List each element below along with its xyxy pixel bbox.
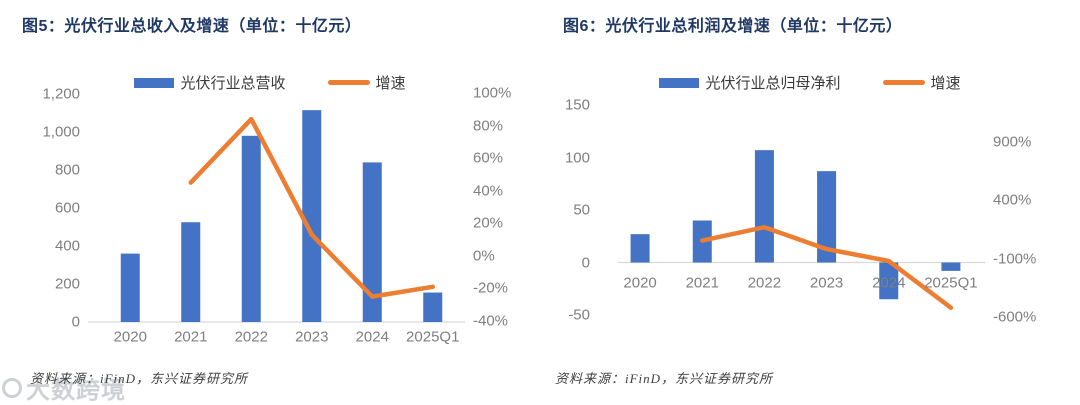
left-axis-tick-label: 1,200 (42, 85, 80, 103)
bar-2022 (241, 135, 261, 322)
watermark-logo-icon (2, 377, 22, 398)
bar-2025Q1 (423, 292, 443, 322)
legend-bar-label: 光伏行业总营收 (180, 75, 286, 92)
right-axis-tick-label: 900% (993, 133, 1032, 151)
left-axis-tick-label: 100 (564, 149, 590, 166)
growth-rate-line (700, 224, 954, 310)
x-axis-category-label: 2025Q1 (924, 274, 978, 292)
left-axis-tick-label: 800 (54, 161, 80, 179)
legend-line-swatch (327, 80, 370, 85)
bar-2021 (181, 222, 201, 322)
legend-line-label: 增速 (930, 75, 961, 92)
figure6-title: 图6：光伏行业总利润及增速（单位：十亿元） (563, 18, 903, 35)
x-axis-category-label: 2021 (685, 274, 719, 292)
right-axis-tick-label: -600% (993, 308, 1037, 326)
left-axis-tick-label: 0 (71, 313, 80, 331)
right-axis-tick-label: 100% (473, 84, 512, 102)
x-axis-category-label: 2024 (872, 274, 906, 292)
growth-rate-line (188, 116, 436, 299)
left-axis-tick-label: 50 (573, 201, 590, 219)
bar-2023 (817, 171, 837, 263)
x-axis-category-label: 2023 (809, 274, 844, 292)
figure5-panel: 图5：光伏行业总收入及增速（单位：十亿元） 光伏行业总营收 增速 1,200 1,… (0, 18, 540, 386)
right-axis-tick-label: -20% (473, 279, 509, 297)
left-axis-tick-label: 200 (54, 275, 80, 293)
right-axis-tick-label: 20% (473, 214, 504, 232)
bar-2023 (302, 110, 322, 323)
right-axis-tick-label: 60% (473, 149, 504, 167)
left-axis-tick-label: 150 (564, 96, 590, 114)
figure6-panel: 图6：光伏行业总利润及增速（单位：十亿元） 光伏行业总归母净利 增速 150 10… (540, 0, 1080, 405)
bar-2025Q1 (941, 262, 961, 271)
legend-bar-label: 光伏行业总归母净利 (705, 75, 841, 92)
figure5-plot-area: 1,200 1,000 800 600 400 200 0 100% 80% 60% 40% 20% 0… (42, 84, 512, 346)
bar-2024 (362, 162, 382, 322)
right-axis-tick-label: -40% (473, 312, 509, 330)
fig5-chart-canvas (88, 110, 465, 323)
x-axis-category-label: 2020 (113, 328, 147, 346)
x-axis-category-label: 2022 (747, 274, 782, 292)
figure5-legend: 光伏行业总营收 增速 (0, 72, 540, 93)
legend-line-label: 增速 (375, 75, 406, 92)
figure6-plot-area: 150 100 50 0 -50 900% 400% -100% -600% 2020 2021 20… (540, 0, 1080, 405)
figure5-title: 图5：光伏行业总收入及增速（单位：十亿元） (22, 18, 362, 35)
bar-2020 (120, 253, 140, 322)
right-axis-tick-label: 0% (473, 247, 495, 265)
legend-line-swatch (882, 80, 925, 85)
right-axis-tick-label: 400% (993, 191, 1032, 209)
watermark-text: 大数跨境 (26, 377, 126, 404)
left-axis-tick-label: 0 (581, 254, 590, 271)
x-axis-category-label: 2022 (234, 328, 268, 346)
fig6-chart-canvas (618, 150, 985, 310)
left-axis-tick-label: 400 (54, 237, 80, 255)
legend-bar-swatch (134, 77, 175, 88)
right-axis-tick-label: -100% (993, 250, 1037, 268)
right-axis-tick-label: 80% (473, 117, 504, 135)
left-axis-tick-label: -50 (568, 306, 590, 324)
bar-2022 (754, 150, 774, 263)
x-axis-category-label: 2023 (295, 328, 329, 346)
x-axis-category-label: 2020 (623, 274, 657, 292)
figure6-legend: 光伏行业总归母净利 增速 (540, 72, 1080, 93)
figure5-source-note: 资料来源：iFinD，东兴证券研究所 (30, 371, 249, 386)
figure6-source-note: 资料来源：iFinD，东兴证券研究所 (555, 371, 774, 386)
bar-2024 (879, 262, 899, 300)
legend-bar-swatch (659, 77, 700, 88)
watermark: 大数跨境 (2, 370, 126, 405)
left-axis-tick-label: 1,000 (42, 123, 80, 141)
bar-2020 (630, 234, 650, 263)
x-axis-category-label: 2021 (174, 328, 208, 346)
right-axis-tick-label: 40% (473, 182, 504, 200)
x-axis-category-label: 2025Q1 (406, 328, 460, 346)
x-axis-category-label: 2024 (355, 328, 389, 346)
left-axis-tick-label: 600 (54, 199, 80, 217)
